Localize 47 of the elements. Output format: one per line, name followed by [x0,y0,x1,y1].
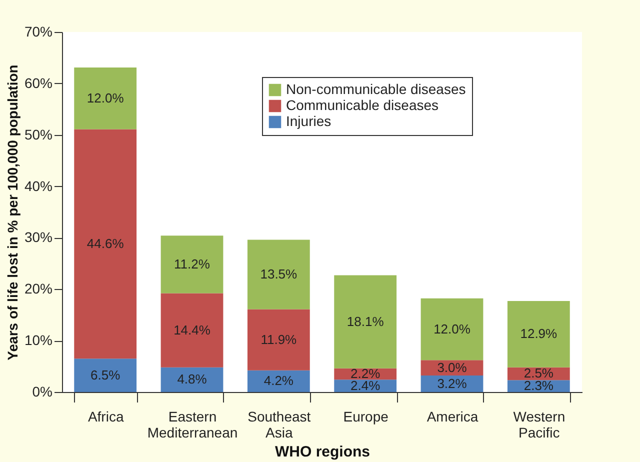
y-tick-label: 20% [24,280,52,297]
x-tick-label: Southeast Asia [248,408,311,440]
data-label: 2.3% [524,378,554,394]
data-label: 3.2% [437,376,468,391]
x-tick-label: Africa [88,408,124,424]
data-label: 18.1% [346,314,384,329]
x-tick-label: America [426,408,478,424]
bar [247,370,310,392]
bar [507,300,570,368]
bar [160,293,224,368]
bar [74,67,137,130]
data-label: 3.0% [437,360,468,375]
y-tick-label: 0% [32,384,52,400]
bar [74,358,137,392]
y-tick-label: 60% [24,74,52,91]
y-axis-title: Years of life lost in % per 100,000 population [4,64,20,360]
y-tick-label: 40% [24,178,52,194]
data-label: 12.9% [520,326,558,342]
data-label: 14.4% [174,322,211,338]
legend-label: Injuries [286,113,332,129]
data-label: 2.5% [524,366,554,381]
data-label: 12.0% [86,90,124,106]
bar [334,275,397,368]
bar [247,309,310,370]
x-axis-title: WHO regions [274,444,370,460]
y-tick-label: 30% [24,229,52,246]
x-tick-label: Western Pacific [513,408,566,440]
y-tick-label: 70% [24,24,52,40]
y-tick-label: 10% [24,332,52,348]
bar [74,129,137,359]
data-label: 11.2% [174,256,210,272]
x-tick-label: Eastern Mediterranean [147,408,238,440]
data-label: 11.9% [260,332,298,347]
bar [160,367,224,392]
bar [160,236,224,294]
legend-label: Non-communicable diseases [286,81,466,97]
x-tick-label: Europe [343,408,389,424]
data-label: 6.5% [90,367,121,382]
data-label: 12.0% [434,321,471,336]
y-tick-label: 50% [24,126,52,142]
data-label: 44.6% [86,236,124,251]
legend-label: Communicable diseases [286,97,439,113]
bar [420,298,484,360]
data-label: 4.2% [264,373,294,388]
bar [247,240,310,310]
data-label: 13.5% [260,266,298,282]
data-label: 4.8% [177,372,208,387]
